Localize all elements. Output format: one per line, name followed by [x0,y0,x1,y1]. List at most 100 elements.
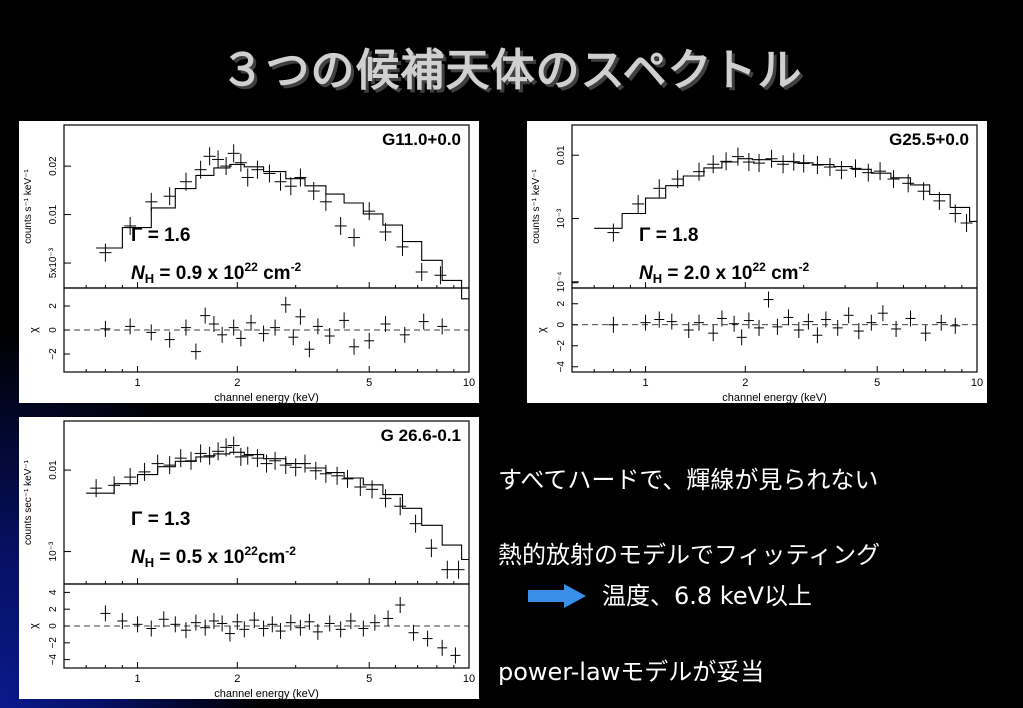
nh-annotation: NH = 2.0 x 1022 cm-2 [639,260,810,286]
residual-point [258,620,269,637]
residual-point [754,319,765,336]
data-point [241,446,254,465]
residual-point [295,619,306,636]
data-point [777,155,790,174]
data-point [220,157,233,176]
residual-point [399,326,410,343]
data-point [742,153,755,172]
residual-point [729,315,740,332]
data-point [394,497,407,516]
nh-part: -2 [285,544,296,558]
data-point [396,237,409,256]
resid-tick-label: −2 [556,340,567,352]
residual-point [200,307,211,324]
resid-tick-label: 0 [556,322,567,328]
resid-tick-label: 2 [48,303,59,309]
nh-part: cm [258,263,291,284]
data-point [251,449,264,468]
residual-point [270,319,281,336]
x-tick-label: 5 [366,673,372,685]
residual-point [180,622,191,639]
residual-point [339,312,350,329]
data-point [145,192,158,211]
nh-part: N [131,547,146,568]
slide-title: ３つの候補天体のスペクトル [220,45,803,96]
residual-point [437,639,448,656]
residual-point [345,612,356,629]
nh-part: N [639,263,654,284]
data-point [194,160,207,179]
x-tick-label: 1 [134,377,140,389]
residual-point [832,319,843,336]
data-point [632,194,645,213]
residual-point [200,619,211,636]
x-tick-label: 2 [234,377,240,389]
residual-point [117,612,128,629]
data-point [263,164,276,183]
data-point [354,477,367,496]
residual-point [853,323,864,340]
resid-axis-label: χ [536,327,548,333]
data-point [298,454,311,473]
data-point [274,172,287,191]
residual-point [170,616,181,633]
text-line-temperature: 温度、6.8 keV以上 [602,582,813,610]
residual-point [369,614,380,631]
residual-point [190,614,201,631]
y-tick-label: 0.01 [48,460,59,480]
text-line-hard: すべてハードで、輝線が見られない [498,466,879,494]
data-point [234,153,247,172]
residual-point [180,319,191,336]
residual-point [950,317,961,334]
data-point [887,170,900,189]
data-point [319,192,332,211]
resid-tick-label: 4 [48,589,59,595]
nh-part: H [145,271,154,286]
residual-point [280,296,291,313]
data-point [279,456,292,475]
data-point [319,464,332,483]
resid-tick-label: −2 [48,348,59,360]
residual-point [349,338,360,355]
residual-point [743,312,754,329]
data-point [415,262,428,281]
data-point [849,159,862,178]
x-tick-label: 10 [463,377,475,389]
spectrum-chart-g25: 1 2 5 10 channel energy (keV) 0.01 10⁻³ 10⁻⁴ cou… [531,124,983,403]
text-line-thermal-fit: 熱的放射のモデルでフィッティング [498,541,881,569]
resid-axis-label: χ [28,623,40,629]
residual-point [246,314,257,331]
data-point [163,456,176,475]
data-point [452,560,465,579]
residual-point [666,313,677,330]
x-tick-label: 2 [742,377,748,389]
source-name-label: G11.0+0.0 [382,130,461,149]
residual-point [125,318,136,335]
residual-point [763,291,774,308]
spectrum-chart-g26: 1 2 5 10 channel energy (keV) 0.01 10⁻³ counts … [23,420,475,699]
y-tick-label: 10⁻³ [48,541,59,561]
nh-part: 22 [244,260,258,274]
data-point [379,222,392,241]
residual-point [843,307,854,324]
residual-point [312,623,323,640]
data-point [203,446,216,465]
residual-point [450,647,461,664]
data-point [811,156,824,175]
text-line-powerlaw: power-lawモデルが妥当 [498,658,765,686]
data-point [366,480,379,499]
data-point [874,162,887,181]
resid-axis-label: χ [28,327,40,333]
residual-point [275,623,286,640]
data-point [693,162,706,181]
data-point [835,161,848,180]
data-point [409,514,422,533]
data-point [720,152,733,171]
nh-part: = 0.9 x 10 [154,263,244,284]
spectrum-panel-g25: 1 2 5 10 channel energy (keV) 0.01 10⁻³ 10⁻⁴ cou… [527,121,987,403]
resid-tick-label: 2 [556,301,567,307]
gamma-annotation: Γ = 1.6 [131,225,191,246]
y-tick-label: 0.01 [48,204,59,224]
residual-point [395,597,406,613]
data-point [653,179,666,198]
